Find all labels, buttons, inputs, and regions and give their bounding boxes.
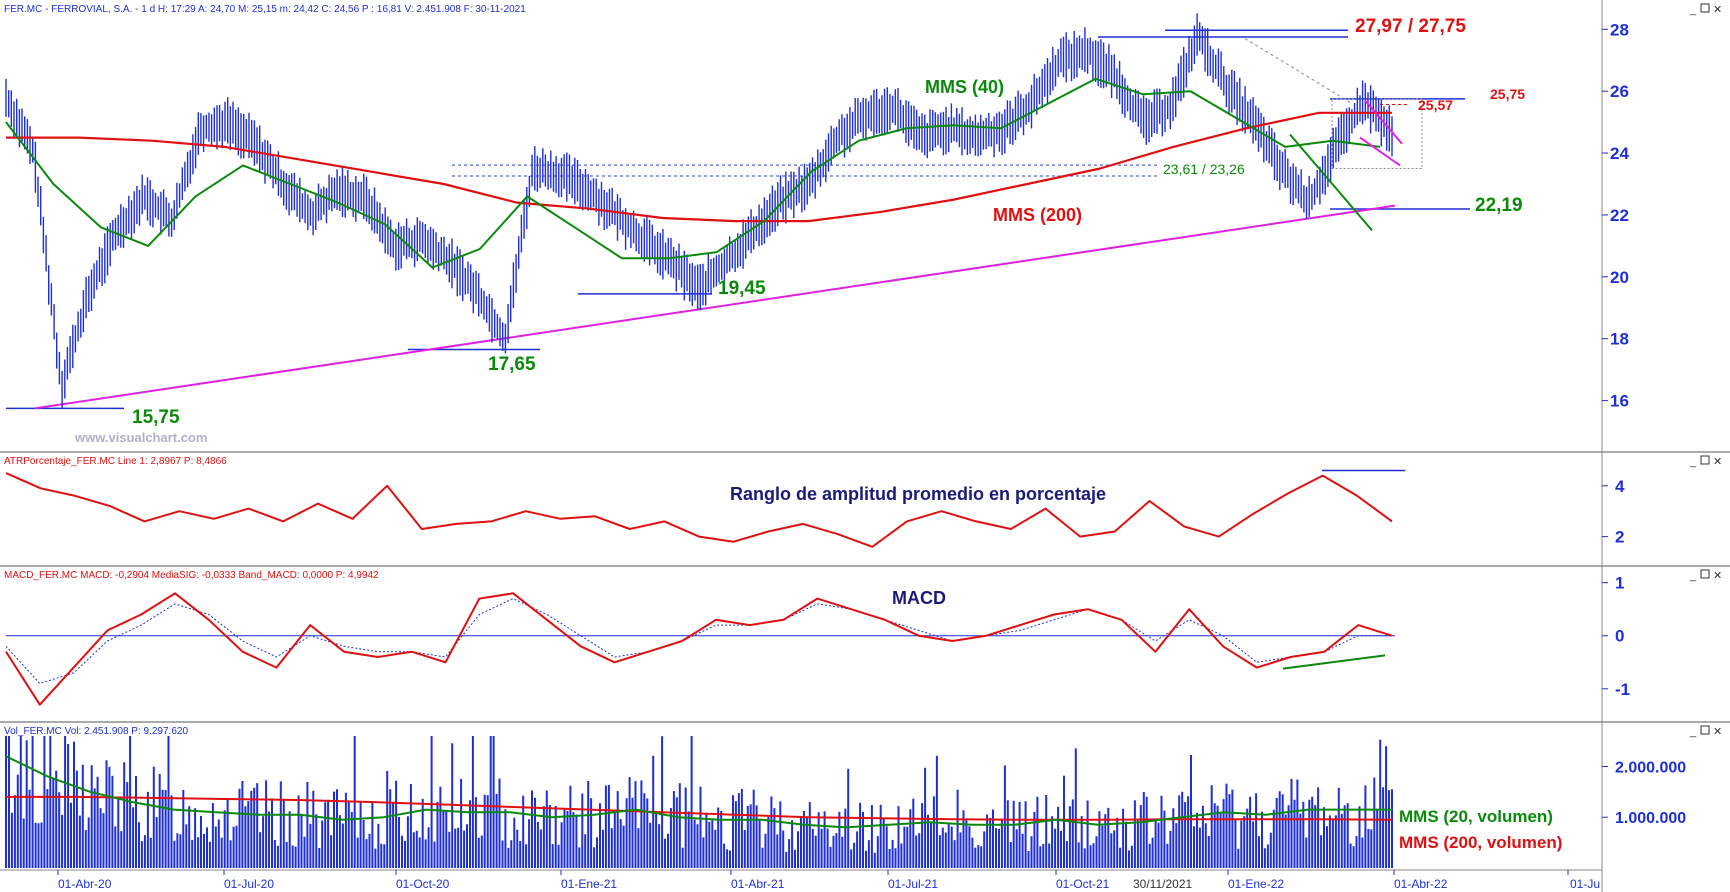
- consolidation-box: [1331, 98, 1423, 170]
- y-tick-label: -1: [1615, 680, 1630, 699]
- wedge-upper-line: [1364, 99, 1403, 145]
- y-tick-label: 2: [1615, 528, 1624, 547]
- annotation-2557: 25,57: [1418, 97, 1453, 113]
- x-tick-label: 01-Ene-22: [1228, 877, 1284, 891]
- mms200-line: [6, 111, 1392, 223]
- macd-panel-controls[interactable]: _ ✕: [1689, 569, 1722, 582]
- y-tick-label: 28: [1610, 20, 1629, 39]
- price-bars: [5, 13, 1393, 409]
- volume-y-axis: 1.000.000 2.000.000: [1602, 759, 1686, 827]
- atr-series: [5, 469, 1405, 548]
- volume-panel-header: Vol_FER.MC Vol: 2.451.908 P: 9.297.620: [4, 726, 188, 737]
- y-tick-label: 18: [1610, 330, 1629, 349]
- macd-title: MACD: [892, 588, 946, 608]
- close-icon[interactable]: ✕: [1713, 726, 1722, 738]
- annotation-2219: 22,19: [1475, 195, 1523, 216]
- macd-y-axis: -1 0 1: [1602, 574, 1630, 699]
- volume-series: [5, 736, 1393, 868]
- mms40-line: [5, 77, 1381, 269]
- price-y-axis: 16 18 20 22 24 26 28: [1602, 20, 1629, 411]
- close-icon[interactable]: ✕: [1713, 570, 1722, 582]
- x-tick-label: 01-Abr-20: [58, 877, 112, 891]
- atr-title: Ranglo de amplitud promedio en porcentaj…: [730, 484, 1106, 504]
- macd-series: [5, 592, 1395, 706]
- atr-line: [5, 472, 1393, 548]
- y-tick-label: 4: [1615, 477, 1625, 496]
- price-panel-controls[interactable]: _ ✕: [1689, 3, 1722, 16]
- y-tick-label: 2.000.000: [1615, 759, 1686, 776]
- maximize-icon[interactable]: [1700, 725, 1710, 735]
- watermark: www.visualchart.com: [74, 430, 207, 445]
- x-tick-label: 01-Jul-20: [224, 877, 274, 891]
- price-series: [5, 13, 1470, 410]
- x-tick-label: 01-Oct-20: [396, 877, 450, 891]
- minimize-icon[interactable]: _: [1689, 726, 1697, 738]
- x-tick-label: 01-Abr-22: [1394, 877, 1448, 891]
- y-tick-label: 20: [1610, 268, 1629, 287]
- atr-panel-header: ATRPorcentaje_FER.MC Line 1: 2,8967 P: 8…: [4, 456, 227, 467]
- price-panel-header: FER.MC - FERROVIAL, S.A. - 1 d H: 17:29 …: [4, 4, 526, 15]
- label-mms40: MMS (40): [925, 77, 1004, 97]
- x-tick-label: 01-Oct-21: [1056, 877, 1110, 891]
- close-icon[interactable]: ✕: [1713, 4, 1722, 16]
- volume-panel-controls[interactable]: _ ✕: [1689, 725, 1722, 738]
- annotation-2575: 25,75: [1490, 86, 1525, 102]
- maximize-icon[interactable]: [1700, 3, 1710, 13]
- macd-line: [5, 592, 1393, 706]
- y-tick-label: 0: [1615, 627, 1624, 646]
- date-x-axis: 01-Abr-20 01-Jul-20 01-Oct-20 01-Ene-21 01-A…: [57, 870, 1600, 891]
- maximize-icon[interactable]: [1700, 455, 1710, 465]
- label-vol-mms20: MMS (20, volumen): [1399, 807, 1553, 826]
- atr-panel-controls[interactable]: _ ✕: [1689, 455, 1722, 468]
- volume-mms20-line: [5, 755, 1392, 829]
- dashed-trend-line: [1244, 38, 1353, 104]
- cursor-date: 30/11/2021: [1133, 877, 1192, 891]
- macd-panel-header: MACD_FER.MC MACD: -0,2904 MediaSIG: -0,0…: [4, 570, 379, 581]
- annotation-top-range: 27,97 / 27,75: [1355, 16, 1466, 37]
- y-tick-label: 1: [1615, 574, 1624, 593]
- close-icon[interactable]: ✕: [1713, 456, 1722, 468]
- label-mms200: MMS (200): [993, 205, 1082, 225]
- maximize-icon[interactable]: [1700, 569, 1710, 579]
- macd-signal-line: [5, 598, 1392, 684]
- y-tick-label: 22: [1610, 206, 1629, 225]
- volume-bars: [5, 736, 1393, 868]
- annotation-1945: 19,45: [718, 278, 766, 299]
- minimize-icon[interactable]: _: [1689, 570, 1697, 582]
- x-tick-label: 01-Abr-21: [731, 877, 785, 891]
- wedge-lower-line: [1359, 136, 1401, 167]
- atr-y-axis: 24: [1602, 477, 1625, 547]
- x-tick-label: 01-Ju: [1570, 877, 1600, 891]
- y-tick-label: 16: [1610, 392, 1629, 411]
- x-tick-label: 01-Jul-21: [888, 877, 938, 891]
- y-tick-label: 24: [1610, 144, 1629, 163]
- trend-line-support: [34, 204, 1396, 410]
- macd-divergence-line: [1282, 654, 1386, 670]
- annotation-1575: 15,75: [132, 407, 180, 428]
- annotation-2361-2326: 23,61 / 23,26: [1163, 161, 1245, 177]
- minimize-icon[interactable]: _: [1689, 456, 1697, 468]
- label-vol-mms200: MMS (200, volumen): [1399, 833, 1562, 852]
- minimize-icon[interactable]: _: [1689, 4, 1697, 16]
- x-tick-label: 01-Ene-21: [561, 877, 617, 891]
- y-tick-label: 26: [1610, 82, 1629, 101]
- down-channel-line: [1289, 133, 1373, 232]
- annotation-1765: 17,65: [488, 354, 536, 375]
- y-tick-label: 1.000.000: [1615, 810, 1686, 827]
